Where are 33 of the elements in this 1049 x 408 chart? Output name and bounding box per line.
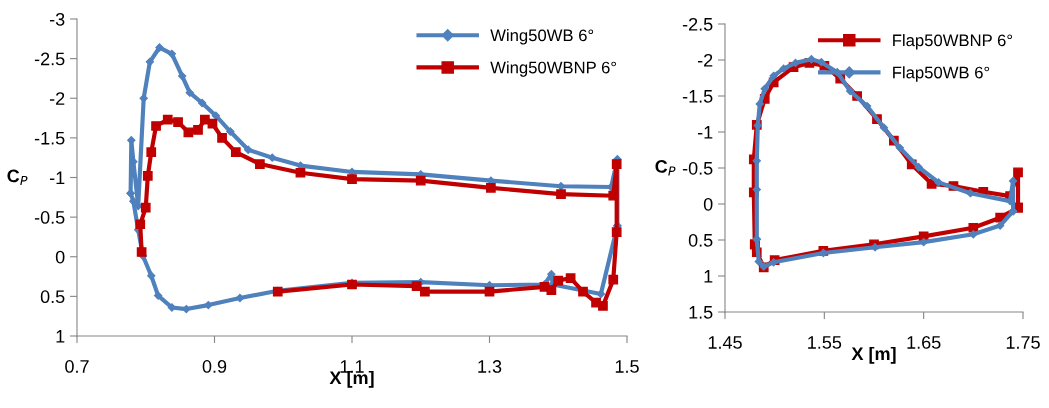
y-tick-label: -2.5 <box>682 17 713 31</box>
y-tick-label: -3 <box>49 12 65 26</box>
x-tick-label: 0.9 <box>202 360 227 373</box>
x-tick-label: 1.65 <box>907 336 941 349</box>
y-axis-title: C$_{P}$ <box>7 169 28 186</box>
y-tick-label: -1.5 <box>682 90 713 103</box>
y-tick-label: 0.5 <box>40 290 65 304</box>
y-tick-label: -1 <box>49 171 65 185</box>
y-tick-label: 0.5 <box>688 233 713 247</box>
y-tick-label: 0 <box>703 197 713 211</box>
legend-label: Flap50WBNP 6° <box>893 34 1012 50</box>
legend-label: Wing50WB 6° <box>490 29 594 45</box>
legend-label: Flap50WB 6° <box>893 66 990 82</box>
y-tick-label: 1 <box>704 270 713 283</box>
x-tick-label: 0.7 <box>65 360 89 373</box>
x-tick-label: 1.55 <box>808 336 842 349</box>
x-tick-label: 1.5 <box>615 360 639 373</box>
y-tick-label: -1.5 <box>34 132 65 145</box>
y-tick-label: -0.5 <box>682 161 713 175</box>
y-tick-label: 1 <box>56 330 65 343</box>
y-tick-label: -1 <box>697 126 713 139</box>
y-tick-label: 0 <box>55 250 65 264</box>
y-tick-label: -2 <box>49 92 65 105</box>
x-tick-label: 1.45 <box>708 336 742 349</box>
y-tick-label: -2 <box>697 53 713 67</box>
y-axis-title: C$_{P}$ <box>655 160 676 176</box>
y-tick-label: -0.5 <box>34 211 65 224</box>
y-tick-label: 1.5 <box>689 306 713 319</box>
x-tick-label: 1.3 <box>478 360 502 373</box>
legend-label: Wing50WBNP 6° <box>490 61 616 77</box>
x-axis-title: X [m] <box>851 346 896 364</box>
y-tick-label: -2.5 <box>34 52 65 66</box>
x-tick-label: 1.75 <box>1006 336 1040 349</box>
